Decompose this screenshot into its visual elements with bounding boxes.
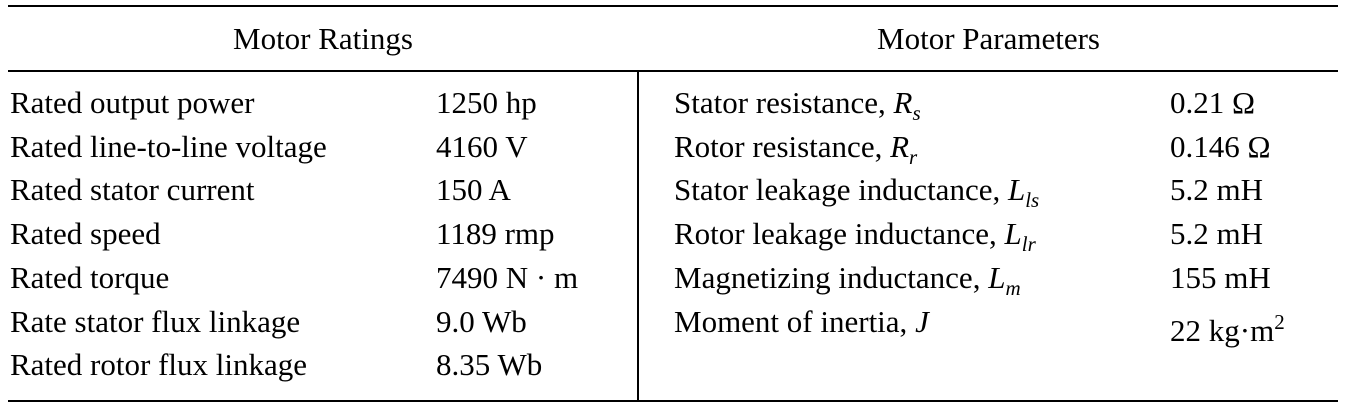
- parameter-value-superscript: 2: [1274, 310, 1285, 334]
- parameter-label: Moment of inertia, J: [674, 300, 929, 344]
- table-bottom-rule: [8, 400, 1338, 402]
- parameter-symbol: L: [1007, 172, 1026, 207]
- rating-value: 7490 N · m: [436, 260, 579, 295]
- parameter-label: Magnetizing inductance, Lm: [674, 256, 1021, 300]
- parameter-label-text: Rotor resistance,: [674, 129, 891, 164]
- parameter-value: 5.2 mH: [1170, 172, 1263, 207]
- parameter-value: 0.146 Ω: [1170, 129, 1271, 164]
- rating-value: 4160 V: [436, 129, 528, 164]
- motor-parameters-header: Motor Parameters: [877, 21, 1100, 56]
- parameter-symbol: R: [890, 129, 910, 164]
- parameter-subscript: lr: [1021, 232, 1036, 256]
- rating-label: Rate stator flux linkage: [10, 304, 301, 339]
- parameter-symbol: R: [893, 85, 913, 120]
- parameter-value: 22 kg·m2: [1170, 300, 1285, 348]
- parameter-label: Stator leakage inductance, Lls: [674, 168, 1039, 212]
- parameter-label-text: Moment of inertia,: [674, 304, 916, 339]
- rating-value: 150 A: [436, 172, 511, 207]
- parameter-symbol: J: [915, 304, 929, 339]
- parameter-subscript: m: [1005, 276, 1021, 300]
- rating-value: 9.0 Wb: [436, 304, 527, 339]
- parameter-value: 0.21 Ω: [1170, 85, 1256, 120]
- parameter-label: Rotor leakage inductance, Llr: [674, 212, 1036, 256]
- parameter-subscript: r: [909, 145, 918, 169]
- rating-label: Rated stator current: [10, 172, 255, 207]
- rating-value: 8.35 Wb: [436, 347, 543, 382]
- parameter-value: 5.2 mH: [1170, 216, 1263, 251]
- rating-value: 1250 hp: [436, 85, 537, 120]
- parameter-label-text: Stator leakage inductance,: [674, 172, 1008, 207]
- parameter-label: Rotor resistance, Rr: [674, 125, 917, 169]
- rating-label: Rated output power: [10, 85, 255, 120]
- parameter-subscript: ls: [1025, 188, 1040, 212]
- rating-value: 1189 rmp: [436, 216, 555, 251]
- parameter-subscript: s: [912, 101, 921, 125]
- parameter-value-text: 22 kg·m: [1170, 313, 1275, 348]
- parameter-label-text: Stator resistance,: [674, 85, 894, 120]
- table-top-rule: [8, 5, 1338, 7]
- parameter-symbol: L: [1004, 216, 1022, 251]
- parameter-label-text: Rotor leakage inductance,: [674, 216, 1005, 251]
- rating-label: Rated speed: [10, 216, 161, 251]
- motor-ratings-header: Motor Ratings: [233, 21, 413, 56]
- rating-label: Rated torque: [10, 260, 170, 295]
- parameter-value: 155 mH: [1170, 260, 1271, 295]
- rating-label: Rated rotor flux linkage: [10, 347, 307, 382]
- table-header-rule: [8, 70, 1338, 72]
- table-column-divider: [637, 71, 639, 401]
- rating-label: Rated line-to-line voltage: [10, 129, 327, 164]
- parameter-label: Stator resistance, Rs: [674, 81, 921, 125]
- parameter-label-text: Magnetizing inductance,: [674, 260, 989, 295]
- parameter-symbol: L: [988, 260, 1006, 295]
